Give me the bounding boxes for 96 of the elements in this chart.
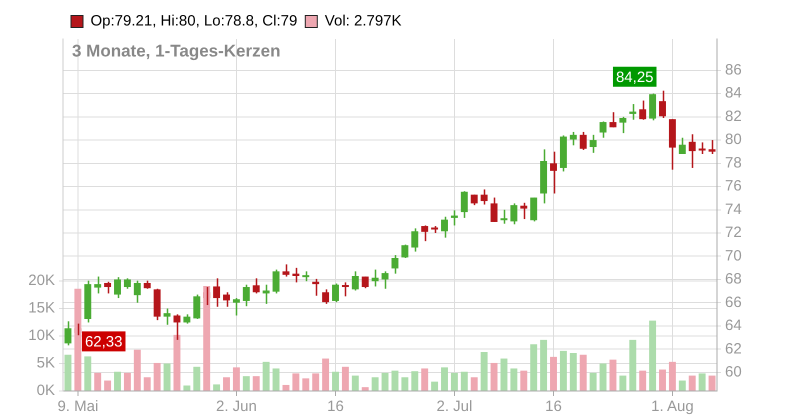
- bar: [203, 286, 210, 390]
- bar: [302, 378, 310, 390]
- bar: [84, 356, 92, 390]
- bar: [590, 372, 597, 390]
- y-tick-label: 66: [725, 294, 742, 311]
- bar: [262, 362, 270, 390]
- legend-label: Vol: 2.797K: [324, 12, 402, 30]
- y2-tick-label: 10K: [28, 327, 55, 344]
- bar: [144, 377, 151, 390]
- bar: [74, 288, 82, 390]
- bar: [490, 362, 498, 390]
- bar: [362, 387, 369, 390]
- annotation: 62,33: [84, 333, 122, 350]
- bar: [450, 372, 458, 390]
- bar: [213, 384, 220, 390]
- bar: [460, 372, 468, 390]
- bar: [183, 386, 190, 390]
- y-tick-label: 72: [725, 224, 742, 242]
- bar: [540, 340, 548, 390]
- bar: [480, 352, 488, 390]
- bar: [520, 370, 528, 390]
- bar: [164, 364, 171, 390]
- y-tick-label: 80: [725, 131, 742, 148]
- y2-tick-label: 15K: [28, 300, 55, 317]
- bar: [223, 377, 230, 390]
- y-tick-label: 64: [725, 317, 742, 334]
- x-tick-label: 2. Jun: [216, 398, 257, 416]
- bar: [698, 373, 706, 390]
- bar: [391, 370, 398, 390]
- bar: [431, 382, 438, 390]
- bar: [500, 358, 508, 390]
- bar: [609, 360, 616, 390]
- x-tick-label: 2. Jul: [436, 398, 472, 416]
- x-tick-label: 9. Mai: [57, 398, 98, 416]
- y-tick-label: 82: [725, 108, 742, 125]
- bar: [232, 367, 240, 390]
- bar: [530, 344, 538, 390]
- y-tick-label: 76: [725, 178, 742, 195]
- bar: [401, 377, 408, 390]
- bar: [372, 377, 379, 390]
- bar: [382, 372, 389, 390]
- bar: [312, 373, 320, 390]
- y-tick-label: 62: [725, 340, 742, 358]
- bar: [441, 367, 448, 390]
- bar: [560, 350, 567, 390]
- x-tick-label: 16: [545, 398, 562, 416]
- bar: [124, 372, 131, 390]
- bar: [688, 376, 696, 390]
- bar: [193, 366, 200, 390]
- bar: [173, 334, 180, 390]
- bar: [550, 356, 557, 390]
- bar: [570, 353, 577, 390]
- bar: [619, 376, 626, 390]
- bar: [134, 350, 141, 390]
- bar: [322, 358, 330, 390]
- bar: [659, 370, 666, 390]
- y-tick-label: 78: [725, 154, 742, 172]
- bar: [342, 366, 349, 390]
- bar: [94, 372, 102, 390]
- bar: [332, 372, 339, 390]
- chart-title: 3 Monate, 1-Tages-Kerzen: [72, 42, 280, 61]
- y-tick-label: 84: [725, 84, 742, 102]
- y2-tick-label: 20K: [28, 272, 55, 290]
- annotation: 84,25: [616, 68, 654, 86]
- bar: [580, 354, 587, 390]
- y-tick-label: 60: [725, 364, 742, 381]
- bar: [282, 384, 290, 390]
- bar: [252, 376, 260, 390]
- bar: [510, 368, 518, 390]
- bar: [678, 380, 686, 390]
- y-tick-label: 86: [725, 62, 742, 79]
- bar: [639, 370, 646, 390]
- bar: [242, 376, 250, 390]
- legend-label: Op:79.21, Hi:80, Lo:78.8, Cl:79: [90, 12, 298, 30]
- x-tick-label: 1. Aug: [651, 398, 694, 416]
- bar: [629, 340, 636, 390]
- bar: [114, 372, 121, 390]
- bar: [64, 354, 72, 390]
- bar: [421, 368, 428, 390]
- y-tick-label: 70: [725, 247, 742, 264]
- bar: [154, 362, 161, 390]
- bar: [292, 373, 300, 390]
- bar: [649, 320, 656, 390]
- bar: [272, 368, 280, 390]
- bar: [470, 377, 478, 390]
- y-tick-label: 68: [725, 270, 742, 288]
- bar: [708, 376, 716, 390]
- bar: [668, 362, 676, 390]
- bar: [352, 376, 359, 390]
- y2-tick-label: 5K: [36, 354, 55, 372]
- bar: [600, 364, 607, 390]
- y2-tick-label: 0K: [36, 382, 55, 400]
- x-tick-label: 16: [327, 398, 344, 416]
- y-tick-label: 74: [725, 200, 742, 218]
- bar: [411, 371, 418, 390]
- bar: [104, 380, 112, 390]
